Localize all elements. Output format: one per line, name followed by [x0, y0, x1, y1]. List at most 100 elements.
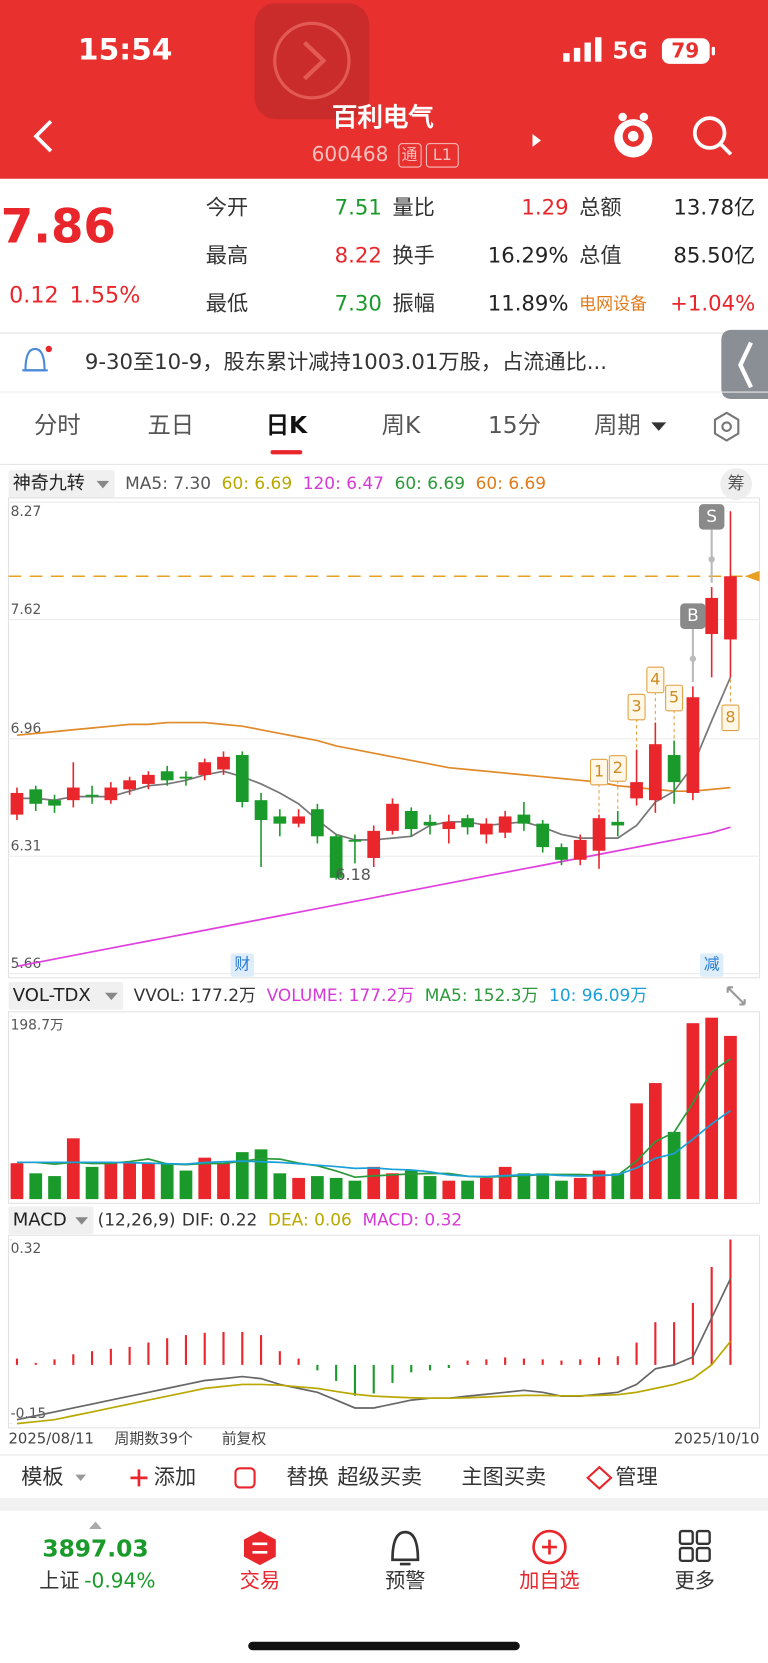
legend-entry: VVOL: 177.2万	[134, 986, 256, 1006]
volume-bar	[423, 1176, 437, 1200]
toolbar-icon	[75, 1474, 86, 1482]
notice[interactable]: 9-30至10-9，股东累计减持1003.01万股，占流通比...	[85, 350, 607, 375]
indicator-selector[interactable]	[8, 982, 124, 1010]
indicator-selector[interactable]	[8, 470, 115, 498]
toolbar-item[interactable]: 管理	[615, 1465, 657, 1490]
candle-body	[160, 771, 174, 781]
expand-icon[interactable]	[726, 986, 746, 1006]
candle-body	[555, 847, 568, 860]
nav-icon	[391, 1530, 420, 1566]
toolbar-icon	[130, 1469, 148, 1487]
indicator-line	[16, 1340, 732, 1425]
field-label: 量比	[392, 196, 434, 221]
tag-box	[398, 143, 422, 168]
volume-bar	[592, 1170, 606, 1200]
tab[interactable]: 分时	[34, 411, 81, 439]
candle-body	[367, 830, 381, 858]
volume-bar	[142, 1163, 155, 1200]
tab[interactable]: 五日	[147, 411, 194, 439]
nav-item[interactable]: 交易	[240, 1569, 280, 1593]
dropdown-arrow	[105, 992, 118, 1001]
panel-border	[7, 1234, 761, 1429]
mascot-icon[interactable]	[614, 112, 653, 158]
candle-body	[123, 780, 136, 790]
volume-bar	[273, 1173, 287, 1200]
candle-body	[198, 762, 212, 775]
candle-body	[311, 809, 324, 837]
candle-body	[517, 814, 531, 824]
candle-body	[386, 803, 399, 831]
event-marker[interactable]	[700, 953, 724, 977]
tab[interactable]: 15分	[488, 411, 541, 439]
indicator-selector[interactable]	[8, 1206, 94, 1235]
nav-icon	[678, 1546, 694, 1563]
toolbar-item[interactable]: 模板	[21, 1465, 63, 1490]
volume-bar	[480, 1177, 493, 1200]
battery-nub	[711, 46, 715, 56]
td-label: 8	[725, 707, 735, 726]
volume-bar	[630, 1103, 643, 1200]
volume-bar	[367, 1166, 381, 1200]
signal-label: S	[706, 507, 717, 527]
legend-entry: 60: 6.69	[395, 474, 465, 494]
legend-entry: 120: 6.47	[303, 474, 384, 494]
toolbar-icon	[586, 1465, 613, 1490]
dropdown-arrow	[651, 422, 667, 431]
volume-bar	[498, 1166, 512, 1200]
candle-body	[329, 836, 343, 878]
candle-body	[235, 755, 249, 802]
candle-body	[592, 818, 606, 851]
search-button[interactable]	[692, 116, 733, 156]
y-tick-label: 7.62	[11, 602, 42, 618]
settings-icon[interactable]	[713, 411, 740, 442]
float-icon	[273, 21, 351, 100]
nav-icon	[695, 1546, 711, 1563]
back-button[interactable]	[33, 119, 53, 153]
tab[interactable]: 周期	[594, 411, 641, 439]
next-arrow[interactable]	[532, 134, 541, 147]
toolbar-item[interactable]: 替换	[286, 1465, 328, 1490]
candle-body	[348, 839, 362, 842]
index-value[interactable]: 3897.03	[42, 1535, 148, 1563]
volume-bar	[311, 1176, 324, 1200]
field-value: 7.51	[335, 196, 382, 221]
candle-body	[667, 755, 681, 783]
tab[interactable]: 日K	[266, 411, 308, 439]
nav-item[interactable]: 预警	[385, 1569, 425, 1593]
side-tab[interactable]	[721, 329, 768, 399]
indicator-line	[16, 1109, 731, 1178]
candle-body	[292, 816, 305, 824]
nav-item[interactable]: 加自选	[519, 1569, 579, 1593]
candle-body	[442, 821, 456, 830]
indicator-params: (12,26,9)	[98, 1210, 176, 1230]
float-button[interactable]	[254, 3, 370, 120]
volume-bar	[386, 1173, 399, 1200]
td-marker	[627, 693, 646, 721]
nav-item[interactable]: 更多	[675, 1569, 715, 1593]
td-label: 4	[650, 669, 660, 688]
bell-icon	[22, 345, 52, 372]
toolbar-item[interactable]: 添加	[154, 1465, 196, 1490]
nav-icon	[695, 1529, 711, 1546]
field-label: 总值	[579, 243, 621, 268]
volume-bar	[348, 1180, 362, 1200]
y-tick-label: 6.31	[11, 839, 42, 855]
low-label: 6.18	[335, 865, 370, 884]
event-label: 减	[704, 955, 720, 974]
toolbar-item[interactable]: 超级买卖	[337, 1465, 422, 1490]
td-marker	[646, 666, 665, 694]
tab[interactable]: 周K	[382, 411, 421, 439]
td-label: 3	[632, 697, 642, 716]
y-tick-label: 0.32	[11, 1241, 42, 1257]
volume-bar	[235, 1152, 249, 1200]
home-indicator	[248, 1641, 520, 1651]
legend-entry: 60: 6.69	[222, 474, 292, 494]
network: 5G	[612, 37, 647, 65]
candle-body	[179, 776, 193, 779]
volume-bar	[217, 1163, 230, 1200]
candle-body	[611, 821, 625, 826]
candle-body	[648, 744, 662, 801]
chip-button[interactable]	[720, 468, 753, 501]
event-marker[interactable]	[230, 953, 254, 977]
toolbar-item[interactable]: 主图买卖	[461, 1465, 546, 1490]
